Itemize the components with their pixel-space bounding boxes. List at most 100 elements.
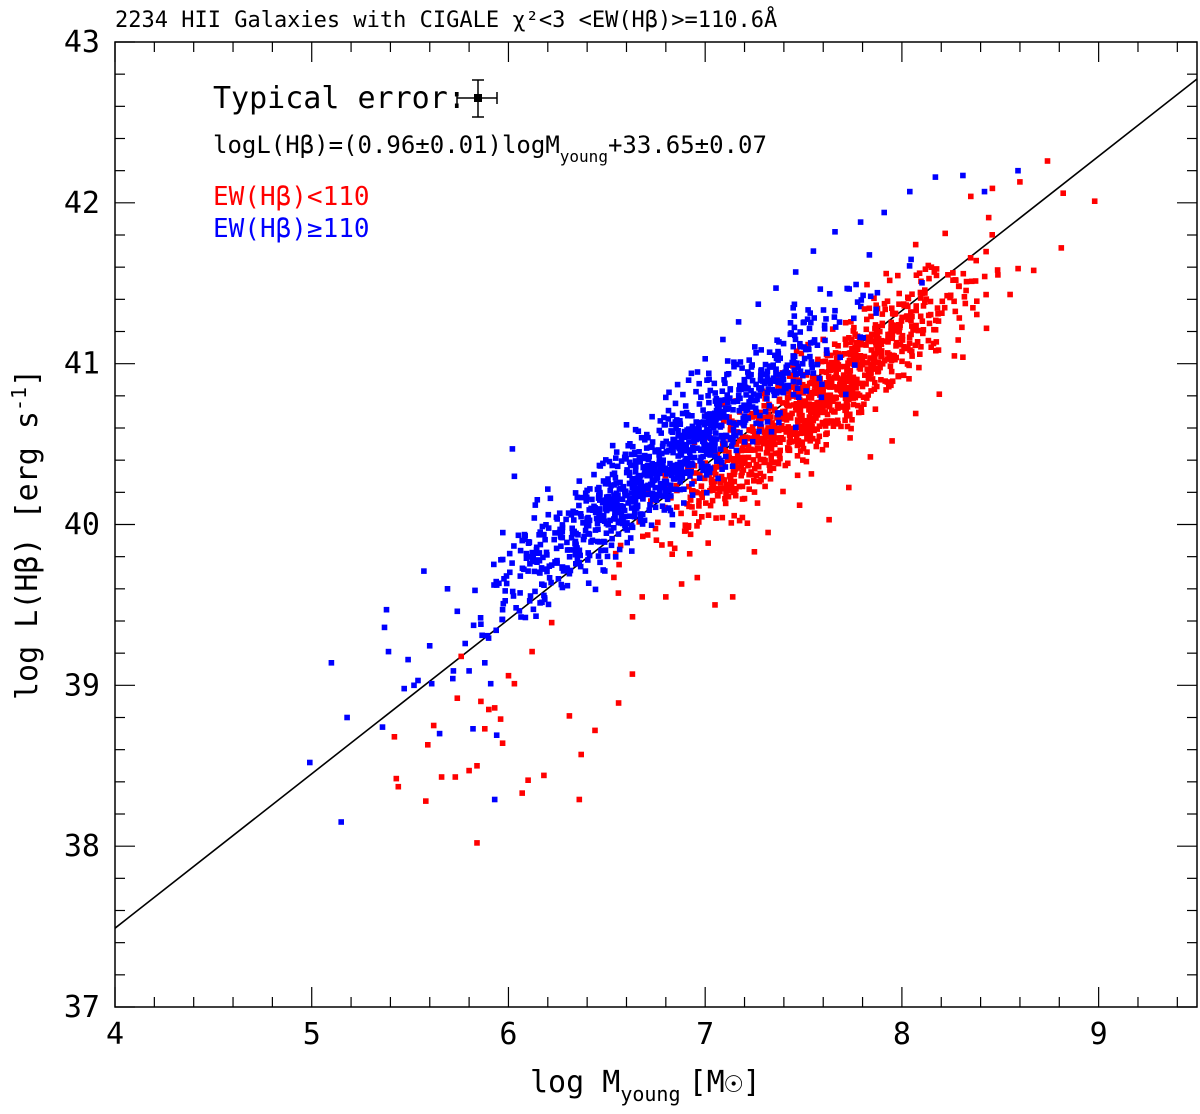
point-high-ew (651, 491, 658, 498)
point-low-ew (834, 387, 841, 393)
point-high-ew (307, 759, 313, 766)
point-high-ew (724, 392, 730, 398)
point-low-ew (728, 520, 735, 526)
point-high-ew (685, 469, 691, 475)
point-low-ew (909, 313, 915, 320)
point-high-ew (569, 525, 575, 532)
point-high-ew (587, 486, 593, 492)
point-high-ew (803, 388, 809, 394)
point-low-ew (764, 443, 771, 450)
point-low-ew (860, 394, 867, 400)
point-high-ew (470, 622, 477, 629)
point-high-ew (558, 581, 565, 588)
point-low-ew (733, 441, 740, 447)
point-low-ew (777, 455, 783, 462)
point-low-ew (803, 458, 810, 465)
point-low-ew (844, 369, 850, 375)
point-low-ew (760, 414, 767, 421)
point-low-ew (727, 478, 734, 484)
point-high-ew (797, 343, 804, 350)
point-high-ew (444, 586, 451, 592)
point-low-ew (857, 339, 864, 345)
point-low-ew (1017, 179, 1023, 185)
point-low-ew (686, 551, 693, 557)
point-high-ew (818, 394, 825, 401)
point-low-ew (834, 375, 841, 381)
point-low-ew (819, 446, 826, 453)
point-high-ew (690, 427, 697, 434)
point-high-ew (500, 600, 507, 607)
point-low-ew (393, 775, 400, 782)
point-high-ew (653, 497, 660, 504)
point-high-ew (608, 505, 615, 512)
point-low-ew (612, 550, 619, 557)
point-high-ew (722, 405, 729, 412)
point-high-ew (693, 419, 699, 425)
point-low-ew (714, 491, 721, 498)
point-high-ew (567, 567, 574, 574)
point-low-ew (842, 417, 848, 423)
fit-line-group (114, 78, 1198, 929)
point-high-ew (674, 475, 680, 481)
point-low-ew (920, 327, 927, 333)
point-high-ew (866, 252, 873, 258)
point-low-ew (823, 442, 829, 448)
point-low-ew (963, 278, 970, 285)
point-high-ew (644, 472, 650, 479)
point-low-ew (917, 313, 924, 320)
point-low-ew (799, 439, 805, 445)
point-low-ew (816, 423, 823, 429)
x-tick-label: 6 (499, 1017, 517, 1052)
point-low-ew (753, 461, 760, 468)
point-high-ew (640, 464, 647, 470)
point-high-ew (670, 449, 676, 456)
point-low-ew (911, 324, 918, 330)
point-low-ew (844, 388, 851, 395)
point-high-ew (545, 486, 551, 492)
point-low-ew (826, 399, 832, 406)
point-high-ew (634, 479, 640, 485)
point-low-ew (849, 345, 855, 352)
point-high-ew (344, 714, 350, 721)
point-high-ew (700, 438, 706, 445)
point-high-ew (532, 588, 538, 595)
point-low-ew (828, 378, 834, 385)
point-high-ew (612, 474, 619, 481)
point-high-ew (650, 477, 657, 484)
point-high-ew (573, 561, 579, 567)
point-low-ew (841, 388, 848, 394)
point-high-ew (806, 346, 812, 353)
point-low-ew (746, 427, 752, 433)
point-high-ew (556, 529, 563, 536)
point-high-ew (744, 406, 751, 413)
point-low-ew (764, 428, 770, 435)
point-high-ew (799, 361, 806, 367)
point-high-ew (722, 380, 728, 387)
point-low-ew (833, 420, 839, 427)
point-high-ew (517, 590, 523, 596)
point-low-ew (698, 483, 705, 489)
point-low-ew (852, 346, 859, 353)
point-low-ew (430, 722, 437, 729)
point-high-ew (662, 488, 669, 495)
point-high-ew (790, 305, 796, 311)
point-low-ew (720, 401, 727, 407)
point-high-ew (738, 405, 745, 411)
point-low-ew (882, 378, 888, 384)
point-high-ew (595, 526, 601, 533)
point-low-ew (785, 424, 791, 430)
point-low-ew (844, 395, 850, 402)
point-high-ew (519, 537, 525, 544)
point-low-ew (718, 473, 725, 480)
point-high-ew (785, 370, 791, 376)
point-low-ew (786, 439, 793, 446)
point-high-ew (689, 481, 695, 487)
point-low-ew (751, 549, 758, 555)
point-low-ew (738, 472, 744, 479)
point-high-ew (632, 469, 639, 475)
point-low-ew (873, 302, 879, 308)
point-low-ew (851, 378, 858, 385)
point-high-ew (656, 447, 662, 453)
point-high-ew (644, 491, 650, 498)
point-high-ew (711, 380, 718, 387)
